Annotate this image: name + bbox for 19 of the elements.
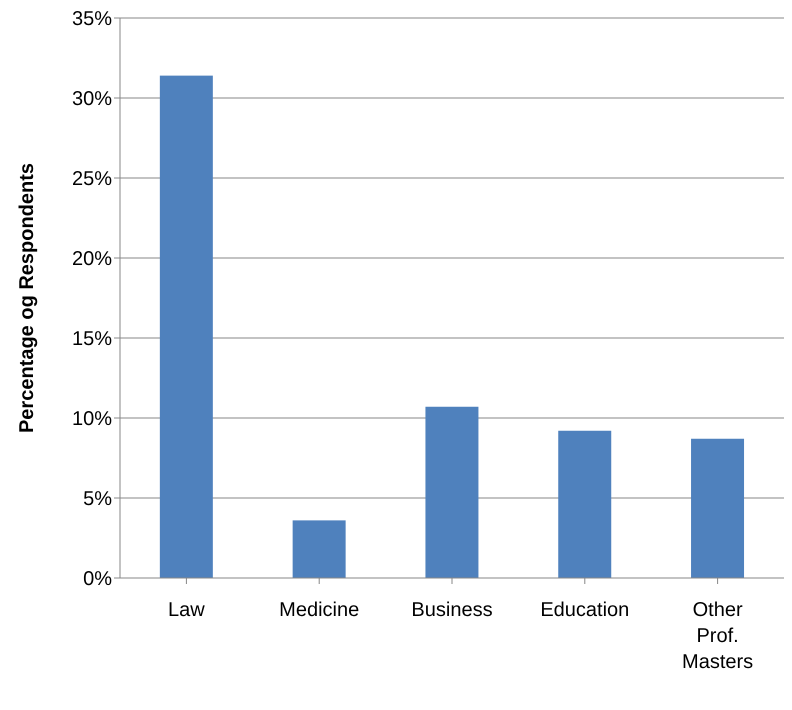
x-tick-label: Law (168, 599, 206, 621)
y-tick-label: 20% (72, 248, 112, 270)
bar (292, 520, 346, 578)
y-axis-title: Percentage og Respondents (16, 162, 38, 434)
bar (425, 406, 478, 578)
y-tick-label: 35% (72, 8, 112, 30)
y-tick-label: 25% (72, 168, 112, 190)
y-tick-label: 5% (83, 488, 112, 510)
x-tick-label: Medicine (279, 599, 360, 621)
bar (558, 430, 612, 578)
bar (160, 76, 213, 578)
y-tick-label: 0% (83, 568, 112, 590)
y-tick-label: 10% (72, 408, 112, 430)
y-tick-label: 15% (72, 328, 112, 350)
x-tick-label: Education (540, 599, 630, 621)
x-tick-label: Other Prof. Masters (682, 599, 754, 673)
bar (691, 438, 744, 578)
y-tick-label: 30% (72, 88, 112, 110)
x-tick-label: Business (411, 599, 493, 621)
